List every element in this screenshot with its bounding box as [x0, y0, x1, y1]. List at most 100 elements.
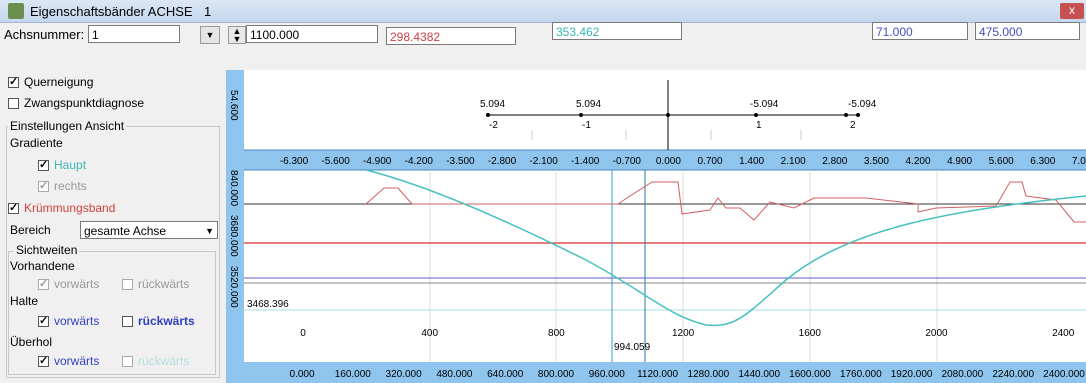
station-label: 1200: [672, 328, 695, 339]
bottom-axis-band: [244, 362, 1086, 383]
section-label: Vorhandene: [10, 259, 75, 273]
axis-tick-label: 160.000: [335, 369, 372, 380]
gradient-curve: [365, 169, 1086, 327]
axis-number-label: Achsnummer:: [4, 27, 85, 42]
station-label: 800: [548, 328, 565, 339]
axis-tick-label: 2.800: [822, 156, 847, 167]
option-label: Haupt: [54, 158, 87, 172]
station-input[interactable]: 1100.000: [246, 25, 378, 43]
checkbox[interactable]: ✓: [38, 159, 49, 171]
option-label: rückwärts: [138, 354, 190, 368]
top-axis-band: [244, 150, 1086, 170]
vertical-ruler: [226, 70, 244, 383]
axis-tick-label: 1280.000: [688, 369, 730, 380]
option-label: vorwärts: [54, 277, 100, 291]
station-label: 400: [421, 328, 438, 339]
ruler-label: 54.600: [228, 90, 239, 121]
plot-area: 54.600 5.094 5.094 -5.094 -5.094 -2 -1 1 2 -6.300…: [226, 70, 1086, 383]
lane-label: 1: [756, 120, 762, 131]
lane-ticks: [531, 130, 802, 140]
station-label: 2000: [925, 328, 948, 339]
value-red-field: 298.4382: [386, 27, 516, 45]
section-label: Halte: [10, 294, 39, 308]
axis-tick-label: 1440.000: [738, 369, 780, 380]
axis-tick-label: 2400.000: [1043, 369, 1085, 380]
value-b-field: 475.000: [975, 22, 1080, 40]
axis-tick-label: 1120.000: [637, 369, 678, 380]
value-a-field: 71.000: [872, 22, 968, 40]
group-box: [8, 251, 216, 375]
axis-tick-label: 320.000: [386, 369, 423, 380]
lane-label: -2: [489, 120, 498, 131]
station-label: 2400: [1052, 328, 1075, 339]
curvature-band: [365, 181, 1086, 223]
ruler-label: 840.000: [228, 170, 239, 207]
minimum-label: 3468.396: [247, 299, 289, 310]
group-title: Einstellungen Ansicht: [8, 119, 127, 133]
checkbox: [122, 279, 133, 290]
checkbox[interactable]: ✓: [8, 202, 19, 214]
slope-label: 5.094: [480, 99, 505, 110]
axis-tick-label: 800.000: [538, 369, 575, 380]
axis-tick-label: 6.300: [1030, 156, 1055, 167]
axis-tick-label: 640.000: [487, 369, 524, 380]
axis-tick-label: 4.900: [947, 156, 972, 167]
axis-tick-label: 1760.000: [840, 369, 882, 380]
section-label: Gradiente: [10, 136, 63, 150]
axis-tick-label: 4.200: [905, 156, 930, 167]
group-title: Sichtweiten: [14, 243, 80, 257]
option-label: rückwärts: [138, 277, 190, 291]
station-label: 0: [300, 328, 306, 339]
checkbox[interactable]: ✓: [38, 315, 49, 327]
axis-tick-label: -6.300: [280, 156, 309, 167]
axis-tick-label: 960.000: [589, 369, 626, 380]
axis-tick-label: -0.700: [613, 156, 642, 167]
axis-tick-label: 0.700: [697, 156, 722, 167]
axis-tick-label: 1920.000: [891, 369, 933, 380]
checkbox: [122, 356, 133, 367]
cross-section-points: [486, 113, 860, 117]
dropdown-button[interactable]: ▼: [200, 26, 220, 44]
station-grid: [429, 170, 938, 362]
app-icon: [8, 3, 24, 19]
axis-tick-label: 3.500: [864, 156, 889, 167]
range-select[interactable]: gesamte Achse ▼: [80, 221, 218, 239]
axis-tick-label: 7.000: [1072, 156, 1086, 167]
ruler-label: 3680.000: [228, 215, 239, 257]
spinner[interactable]: ▲ ▼: [228, 26, 246, 44]
option-label: Krümmungsband: [24, 201, 116, 215]
station-label: 1600: [799, 328, 822, 339]
checkbox[interactable]: ✓: [8, 76, 19, 88]
select-value: gesamte Achse: [84, 224, 167, 238]
close-button[interactable]: x: [1060, 3, 1084, 19]
option-label: Zwangspunktdiagnose: [24, 96, 145, 110]
axis-tick-label: 480.000: [436, 369, 473, 380]
lane-label: 2: [850, 120, 856, 131]
axis-tick-label: 2.100: [781, 156, 806, 167]
axis-tick-label: -2.100: [529, 156, 558, 167]
lane-label: -1: [582, 120, 591, 131]
window-number: 1: [204, 4, 212, 19]
axis-tick-label: -4.200: [405, 156, 434, 167]
checkbox[interactable]: ✓: [38, 355, 49, 367]
slope-label: -5.094: [848, 99, 877, 110]
axis-tick-label: -4.900: [363, 156, 392, 167]
axis-tick-label: 1600.000: [789, 369, 831, 380]
option-label: vorwärts: [54, 354, 100, 368]
title-bar: Eigenschaftsbänder ACHSE 1 x: [0, 0, 1086, 23]
option-label: rechts: [54, 179, 87, 193]
axis-tick-label: 0.000: [656, 156, 681, 167]
checkbox[interactable]: [8, 98, 19, 109]
axis-tick-label: -2.800: [488, 156, 517, 167]
window-title: Eigenschaftsbänder ACHSE: [30, 4, 193, 19]
option-label: rückwärts: [138, 314, 195, 328]
checkbox[interactable]: [122, 316, 133, 327]
cursor-label: 994.059: [614, 342, 651, 353]
axis-tick-label: -1.400: [571, 156, 600, 167]
axis-number-input[interactable]: 1: [88, 25, 180, 43]
option-label: vorwärts: [54, 314, 100, 328]
value-teal-field: 353.462: [552, 22, 682, 40]
axis-tick-label: 5.600: [989, 156, 1014, 167]
option-label: Querneigung: [24, 75, 94, 89]
section-label: Überhol: [10, 335, 53, 349]
